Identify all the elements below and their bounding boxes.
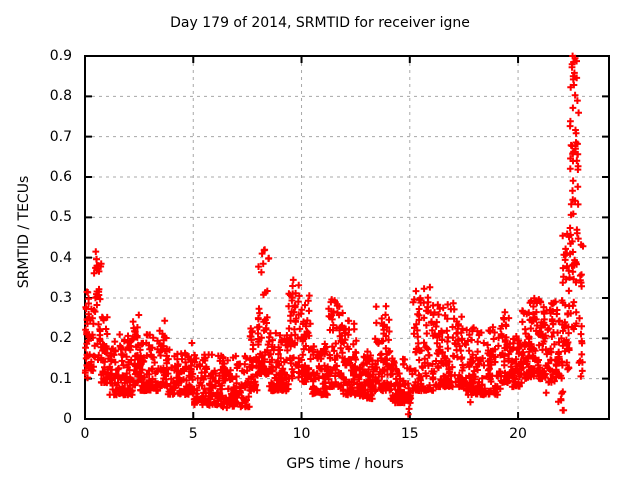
y-tick-label: 0.6 <box>49 169 72 185</box>
x-tick-label: 10 <box>292 426 311 442</box>
plot-border <box>84 55 610 420</box>
chart-title: Day 179 of 2014, SRMTID for receiver ign… <box>170 15 470 31</box>
y-tick-label: 0.4 <box>49 249 72 266</box>
y-tick-label: 0.1 <box>49 370 72 387</box>
y-tick-label: 0.9 <box>49 48 72 64</box>
y-tick-label: 0.8 <box>49 88 72 105</box>
x-axis-label: GPS time / hours <box>286 456 404 472</box>
y-tick-label: 0.3 <box>49 290 72 306</box>
x-tick-label: 20 <box>509 426 527 442</box>
y-tick-label: 0 <box>63 411 72 427</box>
x-tick-label: 15 <box>400 426 419 442</box>
y-tick-label: 0.5 <box>49 209 72 226</box>
data-points <box>81 52 587 418</box>
x-tick-label: 0 <box>80 426 90 442</box>
y-tick-label: 0.2 <box>49 330 72 347</box>
x-tick-label: 5 <box>188 426 198 442</box>
y-tick-label: 0.7 <box>49 128 72 145</box>
